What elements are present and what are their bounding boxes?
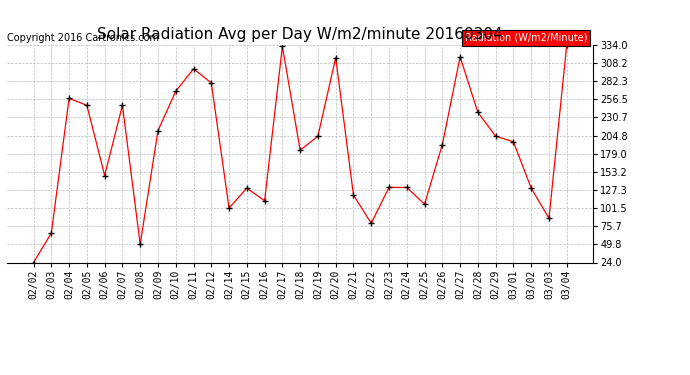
Title: Solar Radiation Avg per Day W/m2/minute 20160304: Solar Radiation Avg per Day W/m2/minute … xyxy=(97,27,503,42)
Text: Radiation (W/m2/Minute): Radiation (W/m2/Minute) xyxy=(465,33,587,43)
Text: Copyright 2016 Cartronics.com: Copyright 2016 Cartronics.com xyxy=(7,33,159,43)
